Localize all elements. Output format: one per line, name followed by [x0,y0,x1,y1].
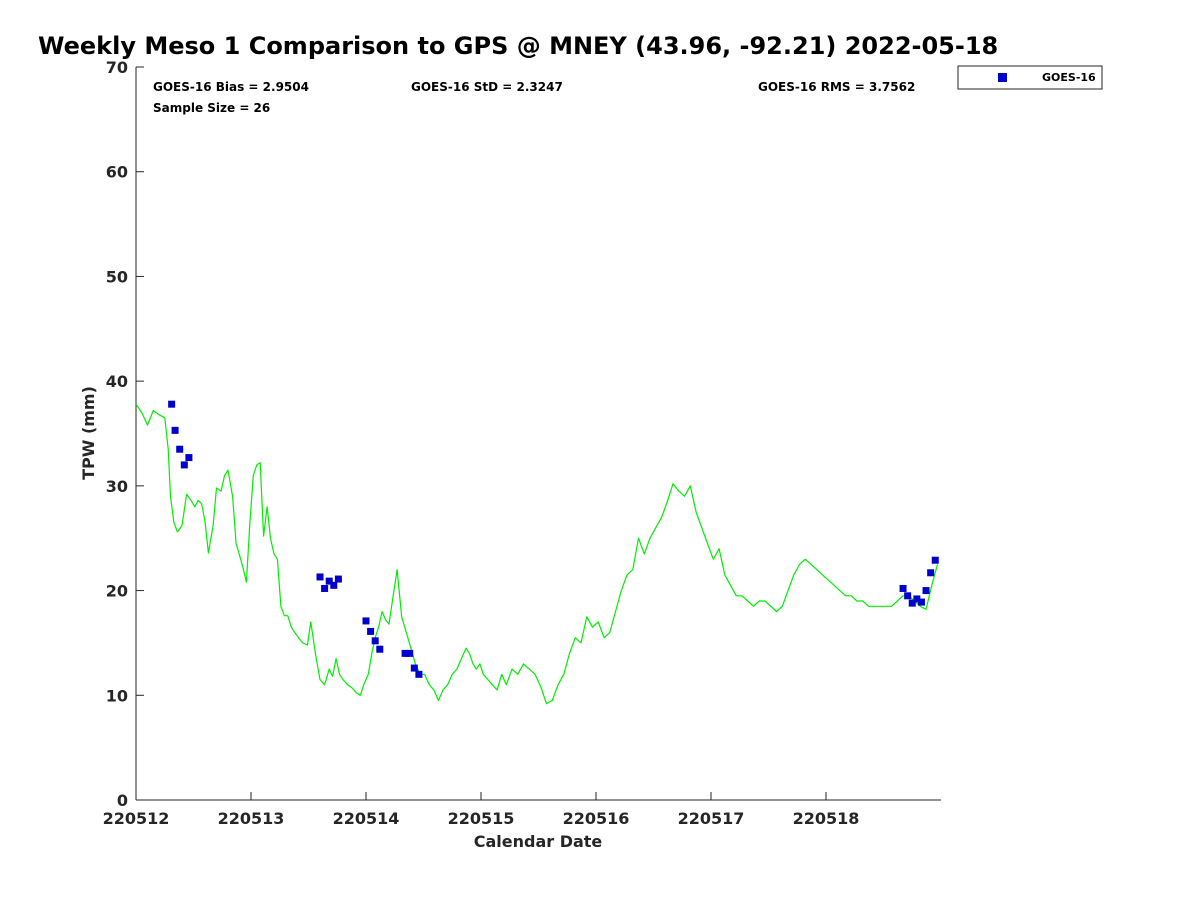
goes-data-point [325,577,333,585]
x-tick-label: 220514 [333,809,400,828]
goes-data-point [922,587,930,595]
goes-data-point [401,649,409,657]
x-axis-label: Calendar Date [474,832,603,851]
goes-data-point [168,400,176,408]
std-stat: GOES-16 StD = 2.3247 [411,80,563,94]
x-tick-label: 220512 [103,809,170,828]
y-tick-label: 0 [117,791,128,810]
goes-data-point [913,595,921,603]
x-tick-label: 220515 [448,809,515,828]
y-tick-label: 50 [106,267,128,286]
legend-box [957,65,1103,90]
y-tick-label: 30 [106,477,128,496]
legend-label-goes16: GOES-16 [1042,71,1096,84]
legend-marker [998,73,1007,82]
y-tick-label: 60 [106,163,128,182]
y-tick-label: 10 [106,686,128,705]
goes-data-point [415,670,423,678]
goes-data-point [899,584,907,592]
x-tick-label: 220517 [678,809,745,828]
goes-data-point [180,461,188,469]
y-tick-label: 20 [106,582,128,601]
goes-data-point [367,627,375,635]
plot-frame [136,67,941,800]
y-tick-label: 40 [106,372,128,391]
x-tick-label: 220513 [218,809,285,828]
goes-data-point [410,664,418,672]
goes-data-point [927,569,935,577]
gps-line [135,403,939,705]
goes-data-point [904,592,912,600]
x-ticks: 220512 220513 220514 220515 220516 220517 2205… [103,792,860,828]
goes-data-point [316,573,324,581]
goes-data-point [371,637,379,645]
x-tick-label: 220518 [793,809,860,828]
goes-data-point [908,599,916,607]
bias-stat: GOES-16 Bias = 2.9504 [153,80,309,94]
chart-title: Weekly Meso 1 Comparison to GPS @ MNEY (… [38,32,998,60]
goes-data-point [176,445,184,453]
goes-data-point [406,649,414,657]
goes-data-point [376,645,384,653]
sample-size-stat: Sample Size = 26 [153,101,270,115]
plot-area: 0 10 20 30 40 50 60 70 220512 220513 220514 220515… [103,58,941,828]
goes-data-point [334,575,342,583]
goes-data-point [931,556,939,564]
rms-stat: GOES-16 RMS = 3.7562 [758,80,915,94]
goes-series-points [168,400,939,678]
goes-data-point [321,584,329,592]
y-axis-label: TPW (mm) [79,386,98,480]
goes-data-point [171,426,179,434]
goes-data-point [362,617,370,625]
y-tick-label: 70 [106,58,128,77]
goes-data-point [917,598,925,606]
legend: GOES-16 [957,65,1103,90]
goes-data-point [330,581,338,589]
x-tick-label: 220516 [563,809,630,828]
gps-series-line [135,403,939,705]
y-ticks: 0 10 20 30 40 50 60 70 [106,58,144,810]
goes-data-point [185,454,193,462]
